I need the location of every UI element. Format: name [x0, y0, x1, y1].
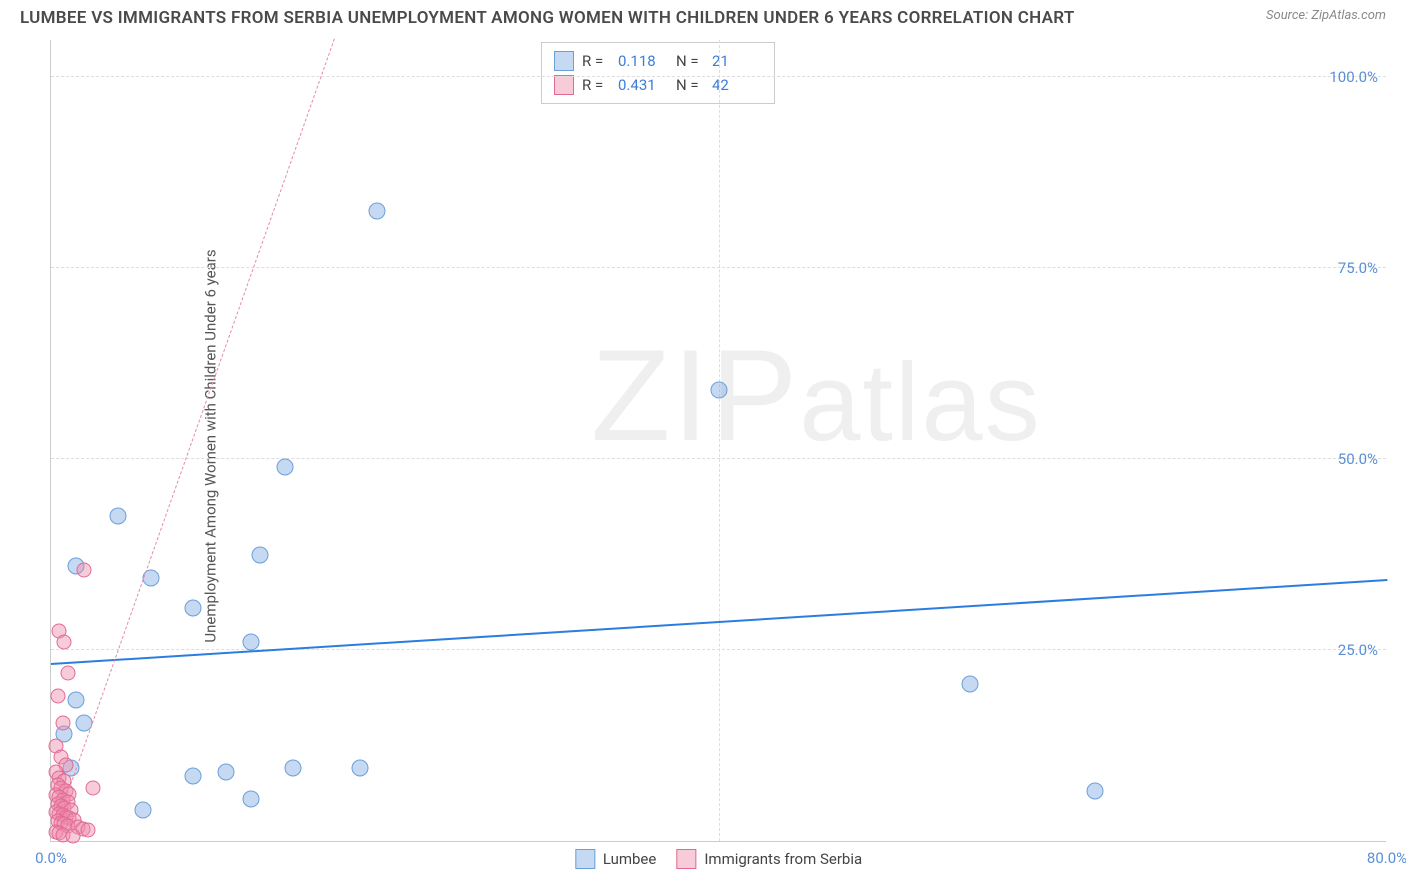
plot-box: ZIPatlas R = 0.118 N = 21 R = 0.431 N = …	[50, 40, 1386, 842]
data-point	[109, 508, 126, 525]
data-point	[68, 691, 85, 708]
swatch-serbia	[554, 75, 574, 95]
correlation-stats-box: R = 0.118 N = 21 R = 0.431 N = 42	[541, 42, 775, 104]
chart-title: LUMBEE VS IMMIGRANTS FROM SERBIA UNEMPLO…	[20, 8, 1075, 28]
data-point	[134, 802, 151, 819]
source-attribution: Source: ZipAtlas.com	[1266, 8, 1386, 23]
swatch-lumbee	[575, 849, 595, 869]
data-point	[961, 676, 978, 693]
data-point	[285, 760, 302, 777]
gridline-vertical	[719, 40, 720, 841]
x-axis-legend: Lumbee Immigrants from Serbia	[575, 849, 862, 869]
data-point	[276, 458, 293, 475]
data-point	[711, 382, 728, 399]
y-tick-label: 100.0%	[1329, 68, 1378, 86]
chart-header: LUMBEE VS IMMIGRANTS FROM SERBIA UNEMPLO…	[0, 0, 1406, 32]
data-point	[77, 562, 92, 577]
data-point	[184, 768, 201, 785]
trend-line	[59, 38, 335, 817]
swatch-serbia	[676, 849, 696, 869]
stat-label-n: N =	[676, 49, 704, 73]
data-point	[368, 202, 385, 219]
data-point	[85, 780, 100, 795]
x-tick-label: 80.0%	[1367, 849, 1406, 867]
data-point	[80, 823, 95, 838]
data-point	[251, 546, 268, 563]
data-point	[184, 600, 201, 617]
y-tick-label: 75.0%	[1338, 259, 1378, 277]
legend-item: Immigrants from Serbia	[676, 849, 862, 869]
chart-area: ZIPatlas R = 0.118 N = 21 R = 0.431 N = …	[50, 40, 1386, 842]
data-point	[351, 760, 368, 777]
y-tick-label: 50.0%	[1338, 450, 1378, 468]
data-point	[65, 829, 80, 844]
y-tick-label: 25.0%	[1338, 641, 1378, 659]
data-point	[243, 634, 260, 651]
legend-label: Immigrants from Serbia	[704, 850, 862, 868]
data-point	[243, 791, 260, 808]
data-point	[60, 665, 75, 680]
stat-label-r: R =	[582, 49, 610, 73]
legend-item: Lumbee	[575, 849, 657, 869]
stat-row: R = 0.118 N = 21	[554, 49, 762, 73]
swatch-lumbee	[554, 51, 574, 71]
legend-label: Lumbee	[603, 850, 657, 868]
watermark: ZIPatlas	[591, 320, 1042, 470]
stat-value-r: 0.118	[618, 49, 668, 73]
data-point	[1086, 783, 1103, 800]
x-tick-label: 0.0%	[35, 849, 67, 867]
data-point	[55, 715, 70, 730]
data-point	[57, 635, 72, 650]
data-point	[50, 688, 65, 703]
data-point	[218, 764, 235, 781]
